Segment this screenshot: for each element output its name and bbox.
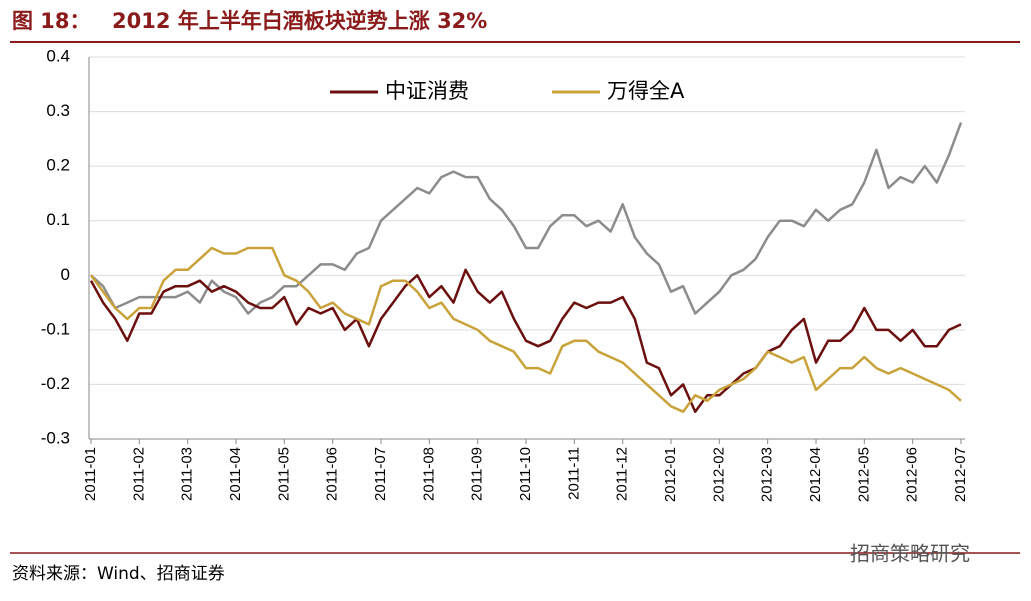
legend-label: 万得全A [607, 79, 685, 103]
x-tick-label: 2011-12 [614, 447, 631, 501]
x-tick-label: 2012-06 [904, 447, 921, 502]
x-tick-label: 2012-07 [952, 447, 969, 502]
x-tick-label: 2011-01 [82, 447, 99, 501]
watermark: 招商策略研究 [850, 542, 970, 566]
source-note: 资料来源：Wind、招商证券 [12, 564, 225, 584]
y-tick-label: 0.4 [46, 46, 70, 65]
x-tick-label: 2011-10 [517, 447, 534, 501]
x-tick-label: 2012-01 [662, 447, 679, 502]
y-tick-label: -0.1 [41, 319, 70, 338]
x-tick-label: 2011-07 [372, 447, 389, 501]
y-tick-label: 0 [61, 265, 70, 284]
x-tick-label: 2012-04 [807, 447, 824, 502]
y-tick-label: 0.2 [46, 156, 70, 175]
plot-area: -0.3 -0.2 -0.1 0 0.1 0.2 0.3 0.4 2011-01 2011-02 2… [41, 46, 969, 502]
legend-label: 中证消费 [385, 79, 469, 103]
x-tick-label: 2012-05 [855, 447, 872, 502]
figure-label: 图 18： [12, 9, 91, 33]
x-tick-label: 2012-02 [710, 447, 727, 502]
x-tick-label: 2011-08 [420, 447, 437, 501]
x-tick-label: 2011-03 [179, 447, 196, 501]
series-line [90, 122, 963, 315]
x-tick-label: 2011-09 [469, 447, 486, 501]
x-tick-label: 2011-06 [324, 447, 341, 501]
x-tick-label: 2012-03 [759, 447, 776, 502]
y-tick-label: 0.3 [46, 101, 70, 120]
x-tick-label: 2011-05 [275, 447, 292, 501]
figure-title: 2012 年上半年白酒板块逆势上涨 32% [112, 9, 487, 33]
x-tick-label: 2011-11 [565, 447, 582, 500]
series-line [89, 268, 962, 413]
y-tick-label: -0.2 [41, 374, 70, 393]
series-line [89, 246, 962, 413]
y-tick-label: 0.1 [46, 210, 70, 229]
x-tick-label: 2011-02 [130, 447, 147, 501]
y-tick-label: -0.3 [41, 428, 70, 447]
x-tick-label: 2011-04 [227, 447, 244, 501]
